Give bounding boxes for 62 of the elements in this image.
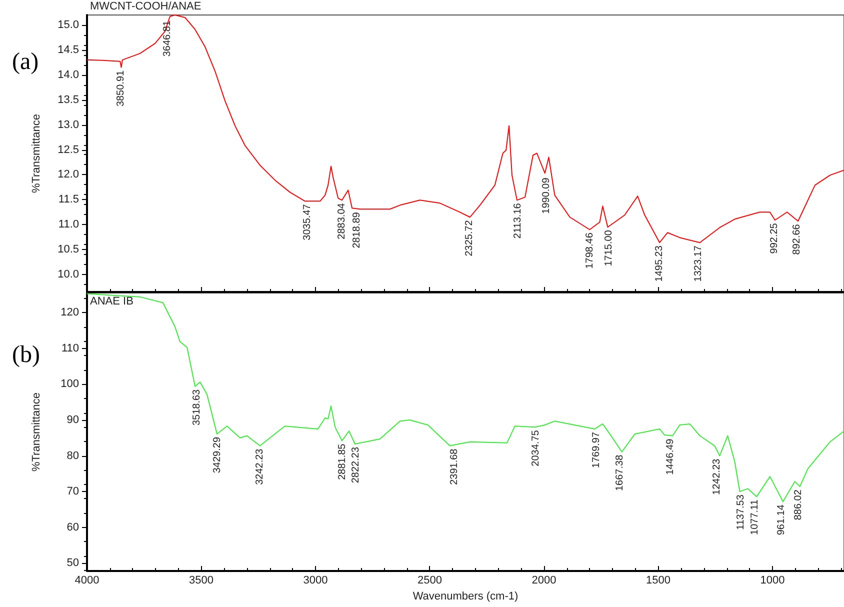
y-axis-title: %Transmittance xyxy=(30,114,42,194)
y-tick-label: 15.0 xyxy=(58,18,79,31)
y-tick-label: 14.5 xyxy=(58,44,79,56)
annotation: 3242.23 xyxy=(254,448,266,485)
text: (a) xyxy=(12,49,39,75)
chart-title: ANAE IB xyxy=(90,296,134,308)
annotation: 892.66 xyxy=(792,224,803,255)
annotation: 992.25 xyxy=(768,222,780,254)
annotation: 2881.85 xyxy=(336,443,348,480)
x-tick-label: 2500 xyxy=(418,574,442,586)
x-tick-label: 1000 xyxy=(760,574,785,586)
y-tick-label: 12.5 xyxy=(58,144,79,156)
annotation: 2034.75 xyxy=(530,430,542,466)
annotation: 2818.89 xyxy=(351,212,362,248)
x-tick-label: 2000 xyxy=(532,574,556,586)
x-axis-title: Wavenumbers (cm-1) xyxy=(412,590,518,602)
annotation: 961.14 xyxy=(776,504,787,536)
annotation: 3429.29 xyxy=(212,436,223,474)
y-tick-label: 80 xyxy=(66,450,79,462)
annotation: 3850.91 xyxy=(116,70,127,107)
text: (b) xyxy=(12,342,40,368)
chart-title: MWCNT-COOH/ANAE xyxy=(90,0,202,12)
annotation: 2391.68 xyxy=(448,448,460,485)
x-tick-label: 1500 xyxy=(646,574,670,586)
y-tick-label: 90 xyxy=(66,414,79,426)
y-tick-label: 110 xyxy=(61,342,79,354)
y-tick-label: 14.0 xyxy=(58,68,79,81)
y-axis-title: %Transmittance xyxy=(30,392,42,472)
y-tick-label: 50 xyxy=(66,557,79,570)
x-tick-label: 3000 xyxy=(303,574,328,586)
x-tick-label: 3500 xyxy=(189,574,214,586)
annotation: 3035.47 xyxy=(302,204,313,240)
annotation: 3518.63 xyxy=(191,388,202,426)
y-tick-label: 13.5 xyxy=(58,94,79,106)
y-tick-label: 11.5 xyxy=(58,194,79,206)
y-tick-label: 10.0 xyxy=(58,268,79,281)
annotation: 1137.53 xyxy=(736,494,747,530)
annotation: 1715.00 xyxy=(604,230,615,266)
annotation: 1323.17 xyxy=(693,245,704,282)
annotation: 1077.11 xyxy=(749,499,760,535)
annotation: 1798.46 xyxy=(584,232,596,269)
y-tick-label: 13.0 xyxy=(58,118,79,131)
annotation: 2822.23 xyxy=(350,446,362,484)
annotation: 1242.23 xyxy=(712,458,723,495)
annotation: 886.02 xyxy=(793,489,804,520)
annotation: 2325.72 xyxy=(464,220,476,256)
annotation: 2883.04 xyxy=(336,202,348,240)
y-tick-label: 60 xyxy=(66,521,79,534)
annotation: 1769.97 xyxy=(591,432,602,468)
y-tick-label: 120 xyxy=(60,306,79,319)
y-tick-label: 70 xyxy=(66,486,79,498)
annotation: 2113.16 xyxy=(512,202,524,239)
x-tick-label: 4000 xyxy=(74,574,100,586)
y-tick-label: 10.5 xyxy=(58,244,79,256)
y-tick-label: 100 xyxy=(60,378,79,390)
annotation: 3646.81 xyxy=(162,20,174,57)
annotation: 1495.23 xyxy=(654,245,665,282)
y-tick-label: 12.0 xyxy=(58,168,79,181)
annotation: 1446.49 xyxy=(664,438,676,475)
annotation: 1990.09 xyxy=(540,177,552,214)
y-tick-label: 11.0 xyxy=(58,218,79,231)
annotation: 1667.38 xyxy=(614,454,626,492)
